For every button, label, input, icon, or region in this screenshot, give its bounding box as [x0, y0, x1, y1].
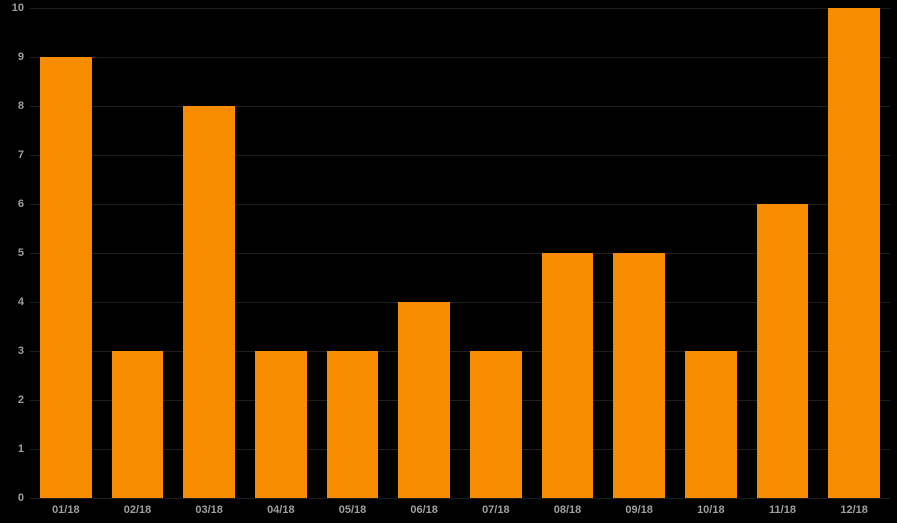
plot-area: 01234567891001/1802/1803/1804/1805/1806/… — [30, 8, 890, 498]
bar — [398, 302, 450, 498]
bar — [255, 351, 307, 498]
bar-chart: 0 1 2 3 4 5 6 7 8 9 10 01/18 02/18 03/18 04/18 05/18 06/… — [0, 0, 897, 523]
x-tick-label: 12/18 — [840, 498, 868, 516]
gridline — [30, 8, 890, 9]
bar — [685, 351, 737, 498]
bar — [613, 253, 665, 498]
y-tick-label: 7 — [18, 149, 30, 161]
y-tick-label: 10 — [12, 2, 30, 14]
bar — [828, 8, 880, 498]
y-tick-label: 6 — [18, 198, 30, 210]
y-tick-label: 3 — [18, 345, 30, 357]
y-tick-label: 2 — [18, 394, 30, 406]
x-tick-label: 03/18 — [195, 498, 223, 516]
y-tick-label: 8 — [18, 100, 30, 112]
bar — [183, 106, 235, 498]
bar — [542, 253, 594, 498]
gridline — [30, 57, 890, 58]
x-tick-label: 11/18 — [769, 498, 796, 516]
x-tick-label: 01/18 — [52, 498, 80, 516]
x-tick-label: 06/18 — [410, 498, 438, 516]
x-tick-label: 04/18 — [267, 498, 295, 516]
x-tick-label: 07/18 — [482, 498, 510, 516]
y-tick-label: 5 — [18, 247, 30, 259]
x-tick-label: 10/18 — [697, 498, 725, 516]
bar — [470, 351, 522, 498]
y-tick-label: 1 — [18, 443, 30, 455]
bar — [112, 351, 164, 498]
y-tick-label: 0 — [18, 492, 30, 504]
bar — [327, 351, 379, 498]
x-tick-label: 09/18 — [625, 498, 653, 516]
gridline — [30, 155, 890, 156]
y-tick-label: 9 — [18, 51, 30, 63]
bar — [40, 57, 92, 498]
gridline — [30, 498, 890, 499]
gridline — [30, 106, 890, 107]
x-tick-label: 05/18 — [339, 498, 367, 516]
x-tick-label: 08/18 — [554, 498, 582, 516]
y-tick-label: 4 — [18, 296, 30, 308]
x-tick-label: 02/18 — [124, 498, 152, 516]
bar — [757, 204, 809, 498]
